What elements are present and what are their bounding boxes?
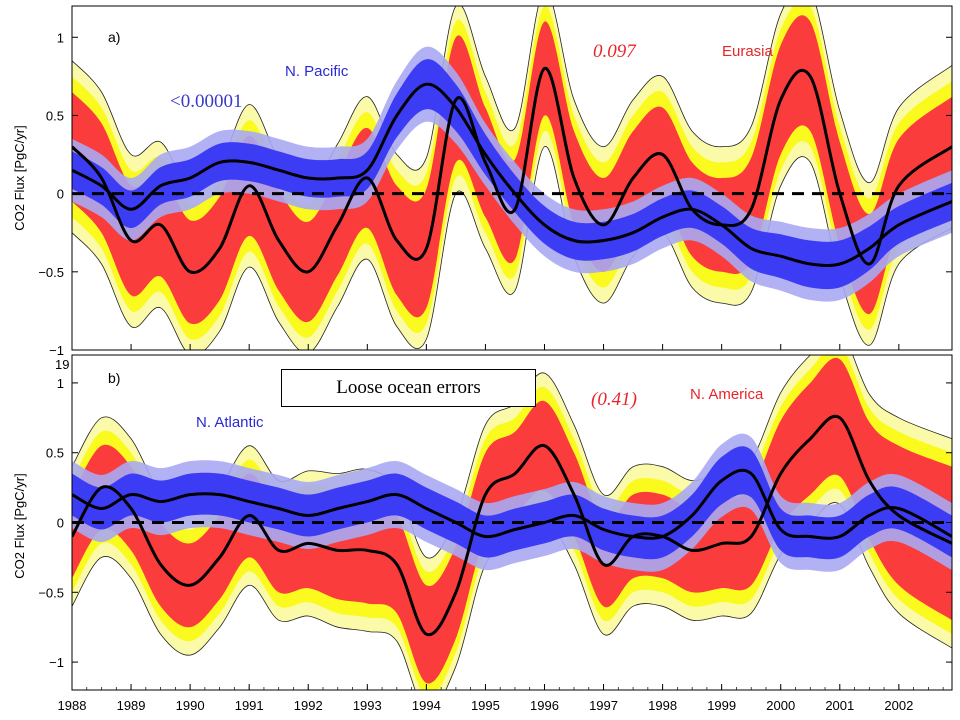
y-tick-label: 0.5 <box>46 108 64 123</box>
annotation-box: Loose ocean errors <box>281 369 536 407</box>
y-tick-label: −1 <box>49 343 64 358</box>
land-significance-value: 0.097 <box>593 41 637 62</box>
y-tick-label: −0.5 <box>38 585 64 600</box>
land-mean-line <box>72 414 952 637</box>
ocean-mean-line <box>72 468 952 540</box>
y-axis-label: CO2 Flux [PgC/yr] <box>12 125 27 230</box>
y-tick-label: 1 <box>57 30 64 45</box>
y-tick-label: 1 <box>57 376 64 391</box>
x-tick-label: 1991 <box>235 698 264 713</box>
x-tick-label-partial: 19 <box>55 357 69 372</box>
y-tick-label: 0 <box>57 187 64 202</box>
x-tick-label: 2001 <box>825 698 854 713</box>
panel-label: a) <box>108 29 120 45</box>
y-tick-label: 0.5 <box>46 446 64 461</box>
y-tick-label: −1 <box>49 655 64 670</box>
x-tick-label: 1992 <box>294 698 323 713</box>
x-tick-label: 1989 <box>117 698 146 713</box>
x-tick-label: 1997 <box>589 698 618 713</box>
panel-label: b) <box>108 370 120 386</box>
land-region-label: N. America <box>690 386 764 403</box>
ocean-mean-line <box>72 82 952 267</box>
panel-b: 1 0.5 0 −0.5 −1 1988 1989 1990 1991 1992 1993 1994 1… <box>12 354 953 713</box>
x-tick-label: 1996 <box>530 698 559 713</box>
x-tick-label: 1999 <box>707 698 736 713</box>
x-tick-label: 1993 <box>353 698 382 713</box>
x-tick-label: 1994 <box>412 698 441 713</box>
x-tick-label: 1995 <box>471 698 500 713</box>
x-tick-label: 2000 <box>766 698 795 713</box>
y-tick-label: −0.5 <box>38 265 64 280</box>
land-mean-line <box>72 66 952 274</box>
x-tick-label: 1990 <box>176 698 205 713</box>
axes-frame <box>71 5 953 351</box>
land-significance-value: (0.41) <box>591 389 637 410</box>
land-region-label: Eurasia <box>722 43 774 60</box>
y-tick-label: 0 <box>57 516 64 531</box>
x-tick-label: 1988 <box>58 698 87 713</box>
panel-a: 1 0.5 0 −0.5 −1 a) CO2 Flux [PgC/yr] 19 N. P… <box>12 5 953 372</box>
ocean-region-label: N. Atlantic <box>196 414 264 431</box>
y-axis-label: CO2 Flux [PgC/yr] <box>12 473 27 578</box>
x-tick-label: 2002 <box>884 698 913 713</box>
ocean-region-label: N. Pacific <box>285 63 349 80</box>
x-tick-label: 1998 <box>648 698 677 713</box>
ocean-significance-value: <0.00001 <box>170 91 242 112</box>
